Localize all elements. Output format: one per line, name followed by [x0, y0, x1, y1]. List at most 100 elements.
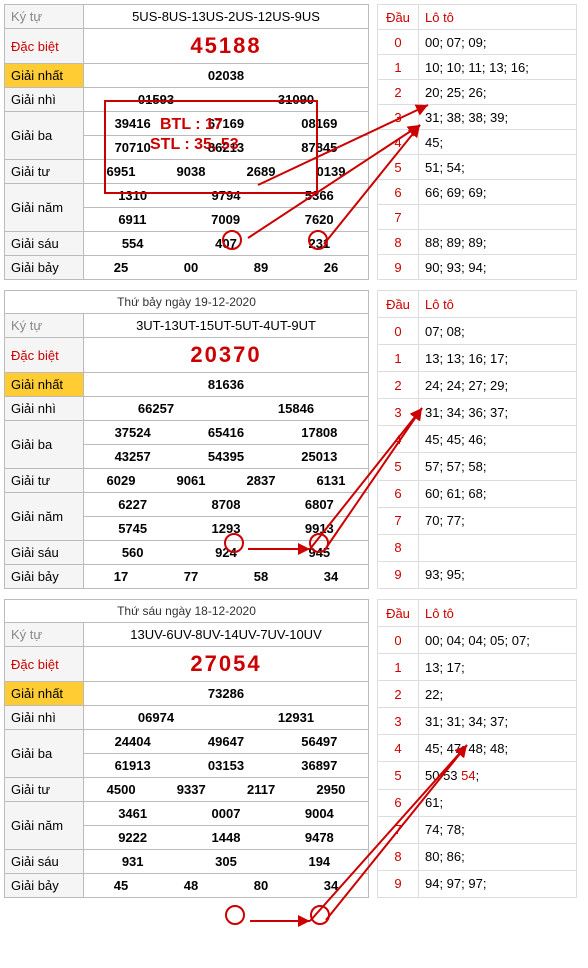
- number-row: 554407231: [86, 236, 366, 251]
- loto-values: 45; 45; 46;: [419, 426, 577, 453]
- row-label-kytu: Ký tự: [5, 5, 84, 29]
- result-block-2: Thứ sáu ngày 18-12-2020Ký tự13UV-6UV-8UV…: [4, 599, 584, 898]
- loto-values: 90; 93; 94;: [419, 255, 577, 280]
- giainhat-value: 81636: [84, 373, 369, 397]
- number-row: 4500933721172950: [86, 782, 366, 797]
- row-label-kytu: Ký tự: [5, 623, 84, 647]
- loto-index: 6: [378, 480, 419, 507]
- number-row: 922214489478: [86, 830, 366, 845]
- row-label-dacbiet: Đặc biệt: [5, 338, 84, 373]
- loto-index: 2: [378, 372, 419, 399]
- row-label-giaitu: Giải tư: [5, 160, 84, 184]
- row-label-giainhat: Giải nhất: [5, 682, 84, 706]
- main-result-table: Ký tự5US-8US-13US-2US-12US-9USĐặc biệt45…: [4, 4, 369, 280]
- number-row: 131097945366: [86, 188, 366, 203]
- loto-index: 6: [378, 789, 419, 816]
- loto-index: 8: [378, 230, 419, 255]
- loto-values: 50 53 54;: [419, 762, 577, 789]
- loto-index: 7: [378, 205, 419, 230]
- number-row: 45488034: [86, 878, 366, 893]
- loto-values: 31; 38; 38; 39;: [419, 105, 577, 130]
- number-row: 394166716908169: [86, 116, 366, 131]
- kytu-value: 5US-8US-13US-2US-12US-9US: [84, 5, 369, 29]
- row-label-dacbiet: Đặc biệt: [5, 29, 84, 64]
- loto-header-loto: Lô tô: [419, 600, 577, 627]
- number-row: 691170097620: [86, 212, 366, 227]
- kytu-value: 13UV-6UV-8UV-14UV-7UV-10UV: [84, 623, 369, 647]
- row-label-giaibay: Giải bảy: [5, 874, 84, 898]
- highlight-circle: [225, 905, 245, 925]
- loto-index: 4: [378, 426, 419, 453]
- loto-header-loto: Lô tô: [419, 5, 577, 30]
- row-label-giaibay: Giải bảy: [5, 256, 84, 280]
- row-label-dacbiet: Đặc biệt: [5, 647, 84, 682]
- loto-values: 31; 34; 36; 37;: [419, 399, 577, 426]
- row-label-giaibay: Giải bảy: [5, 565, 84, 589]
- loto-values: 74; 78;: [419, 816, 577, 843]
- loto-values: 00; 07; 09;: [419, 30, 577, 55]
- number-row: 0159331090: [86, 92, 366, 107]
- kytu-value: 3UT-13UT-15UT-5UT-4UT-9UT: [84, 314, 369, 338]
- loto-values: 13; 17;: [419, 654, 577, 681]
- loto-table: ĐầuLô tô007; 08;113; 13; 16; 17;224; 24;…: [377, 290, 577, 589]
- row-label-giainhi: Giải nhì: [5, 397, 84, 421]
- number-row: 17775834: [86, 569, 366, 584]
- loto-values: 93; 95;: [419, 561, 577, 588]
- giainhat-value: 73286: [84, 682, 369, 706]
- loto-header-loto: Lô tô: [419, 291, 577, 318]
- row-label-giainhi: Giải nhì: [5, 706, 84, 730]
- loto-index: 4: [378, 735, 419, 762]
- loto-index: 7: [378, 507, 419, 534]
- loto-index: 3: [378, 399, 419, 426]
- loto-header-dau: Đầu: [378, 600, 419, 627]
- row-label-giainam: Giải năm: [5, 184, 84, 232]
- number-row: 25008926: [86, 260, 366, 275]
- row-label-giainhat: Giải nhất: [5, 64, 84, 88]
- number-row: 6625715846: [86, 401, 366, 416]
- number-row: 622787086807: [86, 497, 366, 512]
- loto-index: 0: [378, 318, 419, 345]
- loto-values: 66; 69; 69;: [419, 180, 577, 205]
- loto-values: 94; 97; 97;: [419, 870, 577, 897]
- loto-index: 6: [378, 180, 419, 205]
- loto-index: 8: [378, 843, 419, 870]
- number-row: 6029906128376131: [86, 473, 366, 488]
- number-row: 619130315336897: [86, 758, 366, 773]
- loto-index: 4: [378, 130, 419, 155]
- loto-index: 2: [378, 80, 419, 105]
- loto-values: 22;: [419, 681, 577, 708]
- loto-values: 07; 08;: [419, 318, 577, 345]
- date-header: Thứ sáu ngày 18-12-2020: [5, 600, 369, 623]
- loto-header-dau: Đầu: [378, 5, 419, 30]
- number-row: 375246541617808: [86, 425, 366, 440]
- loto-index: 5: [378, 762, 419, 789]
- loto-values: 60; 61; 68;: [419, 480, 577, 507]
- row-label-kytu: Ký tự: [5, 314, 84, 338]
- loto-index: 3: [378, 708, 419, 735]
- number-row: 707108621387845: [86, 140, 366, 155]
- loto-index: 9: [378, 561, 419, 588]
- row-label-giaiba: Giải ba: [5, 730, 84, 778]
- row-label-giaiba: Giải ba: [5, 112, 84, 160]
- number-row: 0697412931: [86, 710, 366, 725]
- main-result-table: Thứ bảy ngày 19-12-2020Ký tự3UT-13UT-15U…: [4, 290, 369, 589]
- loto-values: 00; 04; 04; 05; 07;: [419, 627, 577, 654]
- row-label-giainam: Giải năm: [5, 493, 84, 541]
- number-row: 346100079004: [86, 806, 366, 821]
- loto-values: 45; 47; 48; 48;: [419, 735, 577, 762]
- loto-index: 0: [378, 627, 419, 654]
- loto-values: 88; 89; 89;: [419, 230, 577, 255]
- loto-index: 1: [378, 345, 419, 372]
- row-label-giaisau: Giải sáu: [5, 232, 84, 256]
- dacbiet-value: 45188: [84, 29, 369, 64]
- loto-values: 61;: [419, 789, 577, 816]
- loto-index: 1: [378, 55, 419, 80]
- loto-table: ĐầuLô tô000; 04; 04; 05; 07;113; 17;222;…: [377, 599, 577, 898]
- number-row: 931305194: [86, 854, 366, 869]
- loto-values: 57; 57; 58;: [419, 453, 577, 480]
- loto-index: 5: [378, 453, 419, 480]
- loto-index: 9: [378, 870, 419, 897]
- row-label-giainam: Giải năm: [5, 802, 84, 850]
- result-block-1: Thứ bảy ngày 19-12-2020Ký tự3UT-13UT-15U…: [4, 290, 584, 589]
- dacbiet-value: 27054: [84, 647, 369, 682]
